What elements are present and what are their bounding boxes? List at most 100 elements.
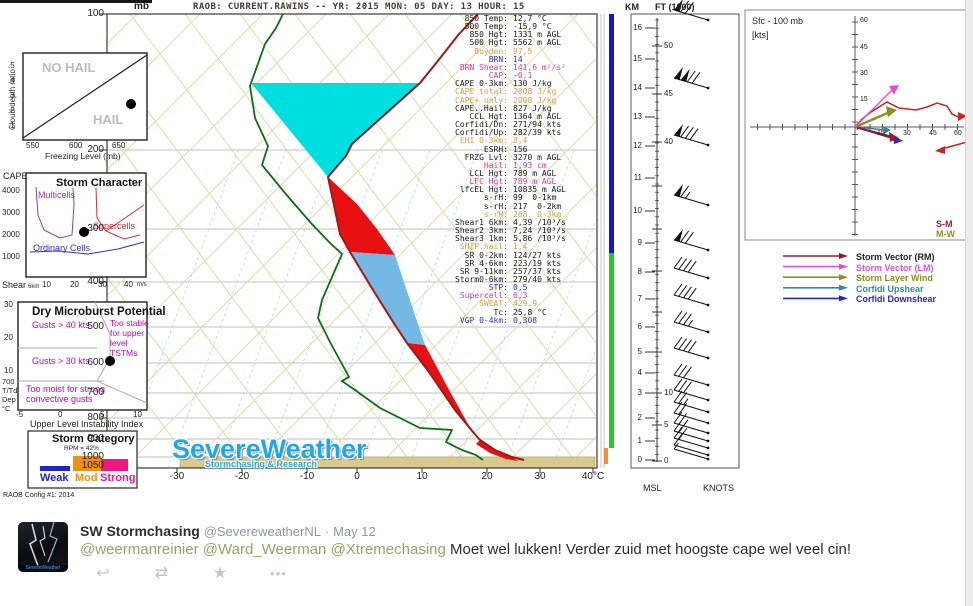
- pressure-tick: 500: [87, 321, 104, 332]
- avatar[interactable]: SevereWeather: [18, 522, 68, 572]
- hodo-xtick: 15: [877, 130, 885, 137]
- km-tick: 4: [637, 368, 642, 377]
- mention-link[interactable]: @Ward_Weerman: [202, 541, 327, 558]
- sm-label: S-M: [936, 219, 953, 229]
- tweet-timestamp[interactable]: May 12: [333, 524, 376, 539]
- readout-row: LFC Hgt: 789 m AGL: [469, 177, 557, 187]
- storm-character-point: [79, 227, 89, 237]
- temp-tick: -30: [169, 471, 185, 482]
- storm-ytick: 3000: [2, 208, 20, 217]
- readout-row: s-rH: 99 0-1km: [483, 193, 557, 203]
- readout-row: CCL Hgt: 1364 m AGL: [469, 111, 562, 121]
- readout-row: ESRH: 156: [483, 144, 528, 154]
- temp-tick: -10: [299, 471, 315, 482]
- km-tick: 13: [633, 112, 642, 121]
- sounding-readouts: 850 Temp: 12,7 °C 500 Temp: -15,9 °C 850 Hgt…: [420, 14, 590, 325]
- storm-ytick: 1000: [2, 252, 20, 261]
- pressure-tick: 1000: [81, 451, 104, 462]
- hodo-xtick: 30: [903, 130, 911, 137]
- dewpoint-line: [249, 13, 484, 461]
- retweet-icon[interactable]: ⇄: [154, 565, 169, 582]
- pressure-tick: 200: [87, 144, 104, 155]
- storm-ytick: 2000: [2, 230, 20, 239]
- readout-row: 500 Temp: -15,9 °C: [464, 22, 552, 32]
- reply-icon[interactable]: ↩: [96, 565, 110, 582]
- avatar-caption: SevereWeather: [18, 565, 68, 572]
- window-edge-artifact: [0, 0, 152, 3]
- hodograph-unit-label: [kts]: [752, 30, 769, 40]
- km-tick: 3: [637, 388, 642, 397]
- storm-category-title: Storm Category: [52, 433, 135, 445]
- gust30-zone-label: Gusts > 30 kts: [32, 356, 90, 366]
- storm-ytick: 4000: [2, 186, 20, 195]
- microburst-point: [105, 356, 115, 366]
- readout-row: STP: 0,5: [488, 283, 528, 293]
- tweet-author-name[interactable]: SW Stormchasing: [80, 523, 200, 539]
- km-tick: 15: [633, 54, 642, 63]
- ft-tick: 45: [664, 89, 673, 98]
- ft-tick: 0: [664, 456, 669, 465]
- readout-row: SWEAT: 429,9: [479, 299, 538, 309]
- weak-label: Weak: [40, 472, 69, 484]
- hodograph-legend-item: Corfidi Upshear: [856, 283, 924, 294]
- tweet-actions: ↩ ⇄ ★ •••: [76, 563, 305, 583]
- km-tick: 14: [633, 83, 642, 92]
- readout-row: CAPE 0-3km: 130 J/kg: [455, 79, 552, 89]
- hodograph-legend-item: Storm Vector (RM): [856, 252, 935, 262]
- hodo-ytick: 45: [860, 44, 868, 51]
- pressure-tick: 1050: [81, 460, 104, 471]
- tweet-body-text: Moet wel lukken! Verder zuid met hoogste…: [450, 541, 852, 558]
- ft-tick: 40: [664, 137, 673, 146]
- temp-tick: 40°C: [581, 471, 605, 482]
- hodograph-panel: [744, 9, 968, 241]
- anvil-fill: [251, 83, 420, 177]
- pressure-tick: 800: [87, 412, 104, 423]
- cape-mid-blue: [350, 252, 425, 345]
- km-tick: 16: [633, 23, 642, 32]
- storm-character-inset: [25, 172, 147, 278]
- mention-link[interactable]: @weermanreinier: [80, 541, 199, 558]
- tweet-author[interactable]: SW Stormchasing @SevereweatherNL · May 1…: [80, 523, 376, 539]
- readout-row: Corfidi/Up: 282/39 kts: [455, 128, 562, 138]
- readout-row: lfcEL Hgt: 10835 m AGL: [459, 185, 566, 195]
- scrollbar[interactable]: [965, 0, 973, 606]
- microburst-inset: [17, 301, 148, 411]
- mod-bar: [73, 456, 101, 471]
- mention-link[interactable]: @Xtremechasing: [330, 541, 446, 558]
- raob-config-note: RAOB Config #1: 2014: [3, 492, 75, 499]
- tweet-author-handle[interactable]: @SevereweatherNL: [203, 524, 321, 539]
- micro-ytick: 10: [4, 366, 13, 375]
- hail-ytick: .2: [8, 106, 15, 115]
- knots-label: KNOTS: [703, 483, 735, 493]
- readout-row: CAPE..Hail: 827 J/kg: [455, 103, 552, 113]
- pressure-tick: 600: [87, 357, 104, 368]
- hodograph-legend-item: Storm Vector (LM): [856, 262, 934, 273]
- storm-xtick: 20: [70, 280, 79, 289]
- multicells-label: Multicells: [38, 190, 76, 200]
- hail-ylabel: Cloud depth ratio: [8, 69, 17, 130]
- supercells-label: Supercells: [93, 221, 136, 231]
- readout-row: BRN Shear: 141,6 m²/s²: [459, 62, 566, 72]
- moist-zone-label: convective gusts: [26, 394, 93, 404]
- favorite-icon[interactable]: ★: [212, 565, 228, 582]
- pressure-tick: 900: [87, 433, 104, 444]
- pressure-tick: 700: [87, 387, 104, 398]
- wind-barbs: [673, 0, 710, 461]
- storm-vector-lm: [854, 85, 899, 128]
- layer-bar-blue: [609, 14, 614, 253]
- micro-xtick: -5: [16, 410, 24, 419]
- more-icon[interactable]: •••: [270, 566, 287, 581]
- readout-row: Hail: 1,93 cm: [483, 160, 547, 170]
- readout-row: Boyden: 97,5: [474, 46, 533, 56]
- layer-bar-green: [609, 253, 614, 448]
- msl-label: MSL: [643, 483, 662, 493]
- lightning-graphic: [29, 522, 58, 567]
- readout-row: FRZG Lvl: 3270 m AGL: [464, 152, 562, 162]
- pressure-tick: 100: [87, 8, 104, 19]
- rpm-label: RPM = 42%: [64, 445, 99, 452]
- micro-xtick: 10: [133, 410, 142, 419]
- microburst-title: Dry Microburst Potential: [32, 306, 166, 318]
- km-tick: 6: [637, 322, 642, 331]
- hail-xtick: 650: [112, 141, 126, 150]
- storm-xtick: 40: [124, 280, 133, 289]
